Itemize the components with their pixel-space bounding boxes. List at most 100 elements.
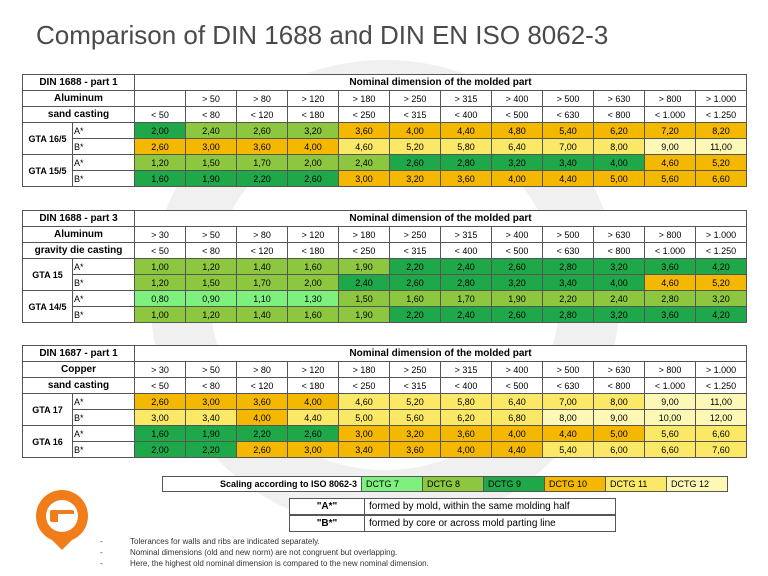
value-cell: 2,60 <box>287 170 339 187</box>
table-row: GTA 14/5 A* 0,80 0,90 1,10 1,30 1,50 1,60 1,70 1,… <box>22 290 748 323</box>
value-cell: 2,60 <box>389 154 441 171</box>
value-cell: 4,40 <box>542 170 594 187</box>
range-to-cell: < 1.250 <box>694 242 748 259</box>
range-to-cell: < 120 <box>236 242 288 259</box>
row-tag: B* <box>72 409 135 426</box>
table-row: B* 3,00 3,40 4,00 4,40 5,00 5,60 6,20 6,80 8,00 9,… <box>23 409 748 426</box>
legend-item: DCTG 10 <box>544 476 606 492</box>
range-from-cell: > 500 <box>542 361 594 378</box>
range-from-cell: > 400 <box>491 361 543 378</box>
group-name: GTA 16 <box>22 425 73 458</box>
range-to-row: sand casting < 50 < 80 < 120 < 180 < 250 < 315… <box>22 106 748 123</box>
value-cell: 11,00 <box>694 393 748 410</box>
value-cell: 6,60 <box>694 170 748 187</box>
range-to-cell: < 180 <box>287 106 339 123</box>
value-cell: 3,20 <box>593 258 645 275</box>
value-cell: 6,60 <box>644 441 696 458</box>
value-cell: 2,80 <box>542 258 594 275</box>
table-row: GTA 15 A* 1,00 1,20 1,40 1,60 1,90 2,20 2,40 2,60… <box>22 258 748 291</box>
footnote-item: - Here, the highest old nominal dimension… <box>100 559 429 568</box>
range-from-cell: > 630 <box>593 226 645 243</box>
section-standard: DIN 1688 - part 1 <box>22 74 135 91</box>
range-from-cell: > 800 <box>644 226 696 243</box>
value-cell: 3,40 <box>542 154 594 171</box>
note-b: "B*" formed by core or across mold parti… <box>289 515 616 532</box>
value-cell: 5,60 <box>644 425 696 442</box>
value-cell: 2,00 <box>287 274 339 291</box>
value-cell: 1,30 <box>287 290 339 307</box>
range-to-cell: < 400 <box>440 242 492 259</box>
section-standard: DIN 1687 - part 1 <box>22 345 135 362</box>
note-a: "A*" formed by mold, within the same mol… <box>289 498 616 515</box>
value-cell: 4,00 <box>236 409 288 426</box>
value-cell: 2,60 <box>134 138 186 155</box>
range-to-cell: < 120 <box>236 106 288 123</box>
value-cell: 2,60 <box>491 306 543 323</box>
value-cell: 3,00 <box>338 425 390 442</box>
value-cell: 2,60 <box>389 274 441 291</box>
header-row: DIN 1688 - part 3 Nominal dimension of th… <box>22 210 748 227</box>
row-tag: A* <box>72 393 135 410</box>
range-to-cell: < 315 <box>389 377 441 394</box>
value-cell: 4,00 <box>491 425 543 442</box>
value-cell: 3,00 <box>338 170 390 187</box>
legend-row: Scaling according to ISO 8062-3 DCTG 7 DCT… <box>162 476 728 492</box>
note-b-text: formed by core or across mold parting li… <box>369 518 556 529</box>
value-cell: 5,00 <box>593 425 645 442</box>
value-cell: 1,70 <box>440 290 492 307</box>
range-from-cell: > 315 <box>440 361 492 378</box>
value-cell: 5,20 <box>694 274 748 291</box>
value-cell: 9,00 <box>644 393 696 410</box>
value-cell: 7,20 <box>644 122 696 139</box>
value-cell: 4,80 <box>491 122 543 139</box>
section-process: sand casting <box>22 106 135 123</box>
table-row: GTA 16 A* 1,60 1,90 2,20 2,60 3,00 3,20 3,60 4,00… <box>22 425 748 458</box>
header-row: DIN 1687 - part 1 Nominal dimension of th… <box>22 345 748 362</box>
table-row: B* 1,00 1,20 1,40 1,60 1,90 2,20 2,40 2,60 2,80 3,… <box>23 306 748 323</box>
range-to-cell: < 1.000 <box>644 242 696 259</box>
value-cell: 4,20 <box>694 306 748 323</box>
value-cell: 2,80 <box>644 290 696 307</box>
value-cell: 5,80 <box>440 138 492 155</box>
section-process: gravity die casting <box>22 242 135 259</box>
value-cell: 3,60 <box>644 258 696 275</box>
value-cell: 6,60 <box>694 425 748 442</box>
range-to-cell: < 500 <box>491 377 543 394</box>
value-cell: 2,20 <box>185 441 237 458</box>
range-to-cell: < 1.250 <box>694 377 748 394</box>
value-cell: 3,60 <box>236 138 288 155</box>
value-cell: 8,00 <box>542 409 594 426</box>
value-cell: 2,20 <box>389 258 441 275</box>
footnote-item: - Tolerances for walls and ribs are indic… <box>100 537 320 546</box>
value-cell: 1,90 <box>338 306 390 323</box>
value-cell: 3,00 <box>185 138 237 155</box>
range-to-cell: < 400 <box>440 106 492 123</box>
value-cell: 2,00 <box>287 154 339 171</box>
range-from-cell: > 1.000 <box>694 226 748 243</box>
value-cell: 3,40 <box>185 409 237 426</box>
value-cell: 1,20 <box>134 154 186 171</box>
range-from-cell: > 250 <box>389 226 441 243</box>
range-to-cell: < 80 <box>185 242 237 259</box>
range-from-cell: > 80 <box>236 90 288 107</box>
range-from-cell: > 400 <box>491 226 543 243</box>
section-material: Copper <box>22 361 135 378</box>
value-cell: 5,40 <box>542 122 594 139</box>
range-from-cell: > 800 <box>644 90 696 107</box>
value-cell: 2,40 <box>593 290 645 307</box>
legend-item: DCTG 12 <box>666 476 728 492</box>
legend-item: DCTG 7 <box>361 476 423 492</box>
value-cell: 3,60 <box>389 441 441 458</box>
range-from-cell: > 1.000 <box>694 90 748 107</box>
value-cell: 1,70 <box>236 154 288 171</box>
group-name: GTA 16/5 <box>22 122 73 155</box>
range-from-cell: > 120 <box>287 226 339 243</box>
value-cell: 2,20 <box>389 306 441 323</box>
value-cell: 3,20 <box>389 170 441 187</box>
range-from-cell: > 50 <box>185 90 237 107</box>
row-tag: B* <box>72 274 135 291</box>
value-cell: 4,00 <box>389 122 441 139</box>
value-cell: 7,00 <box>542 138 594 155</box>
value-cell: 2,40 <box>338 154 390 171</box>
range-to-cell: < 400 <box>440 377 492 394</box>
